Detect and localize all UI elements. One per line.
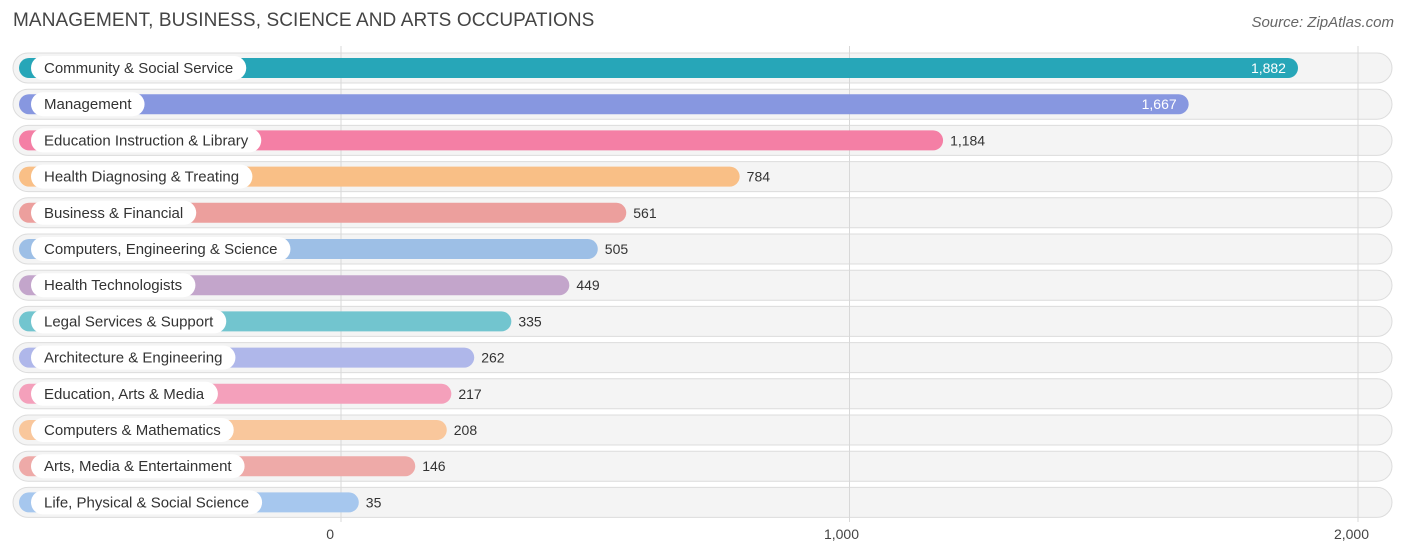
bar bbox=[19, 94, 1189, 115]
category-label: Health Diagnosing & Treating bbox=[44, 169, 239, 186]
category-label-background bbox=[31, 381, 218, 406]
source-label: Source: ZipAtlas.com bbox=[1251, 14, 1394, 31]
value-label: 1,184 bbox=[950, 132, 985, 148]
chart-title: MANAGEMENT, BUSINESS, SCIENCE AND ARTS O… bbox=[13, 10, 595, 31]
category-label: Business & Financial bbox=[44, 205, 183, 222]
value-label: 35 bbox=[366, 494, 382, 510]
value-label: 505 bbox=[605, 241, 629, 257]
category-label-background bbox=[31, 56, 247, 80]
value-label: 217 bbox=[458, 386, 482, 402]
category-label: Management bbox=[44, 96, 132, 113]
value-label: 561 bbox=[633, 205, 657, 221]
category-label: Life, Physical & Social Science bbox=[44, 494, 249, 511]
row-background bbox=[12, 486, 1393, 518]
category-label-background bbox=[31, 200, 197, 225]
x-tick-label: 1,000 bbox=[824, 526, 859, 542]
category-label-background bbox=[31, 454, 245, 479]
category-label-background bbox=[31, 164, 253, 189]
category-label: Legal Services & Support bbox=[44, 313, 214, 330]
category-label-background bbox=[31, 490, 263, 515]
value-label: 1,882 bbox=[1251, 60, 1286, 76]
category-label: Computers & Mathematics bbox=[44, 422, 221, 439]
value-label: 146 bbox=[422, 458, 446, 474]
value-label: 262 bbox=[481, 350, 505, 366]
category-label-background bbox=[31, 92, 145, 117]
category-label-background bbox=[31, 345, 236, 370]
category-label-background bbox=[31, 237, 291, 261]
value-label: 784 bbox=[747, 169, 771, 185]
category-label-background bbox=[31, 273, 196, 298]
category-label-background bbox=[31, 418, 234, 442]
category-label: Health Technologists bbox=[44, 277, 182, 294]
category-label: Education, Arts & Media bbox=[44, 386, 205, 403]
category-label: Architecture & Engineering bbox=[44, 350, 222, 367]
category-label: Community & Social Service bbox=[44, 60, 233, 77]
category-label: Arts, Media & Entertainment bbox=[44, 458, 232, 475]
category-label: Education Instruction & Library bbox=[44, 132, 249, 149]
category-label-background bbox=[31, 309, 227, 334]
bar bbox=[19, 58, 1298, 78]
category-label: Computers, Engineering & Science bbox=[44, 241, 277, 258]
value-label: 208 bbox=[454, 422, 478, 438]
value-label: 335 bbox=[518, 313, 542, 329]
category-label-background bbox=[31, 128, 262, 153]
value-label: 1,667 bbox=[1142, 96, 1177, 112]
value-label: 449 bbox=[576, 277, 600, 293]
x-tick-label: 2,000 bbox=[1334, 526, 1369, 542]
x-tick-label: 0 bbox=[326, 526, 334, 542]
